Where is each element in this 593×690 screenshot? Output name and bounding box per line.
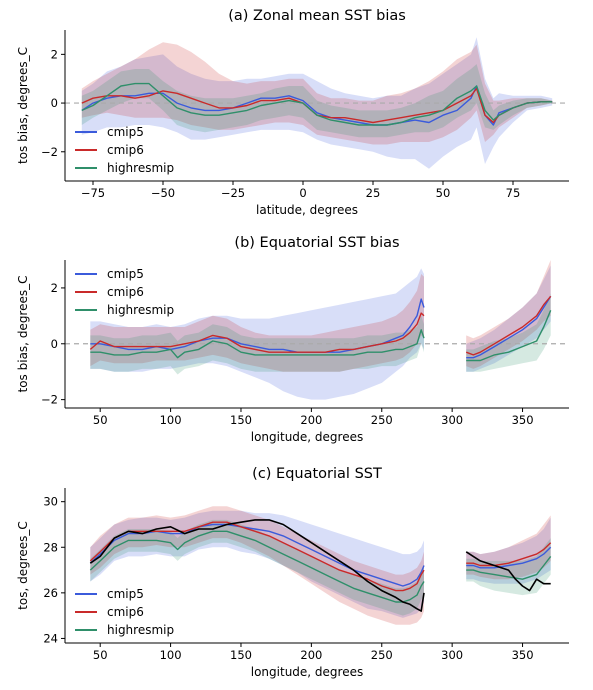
y-axis-label: tos bias, degrees_C — [16, 47, 30, 164]
series-line-cmip5-1 — [466, 295, 552, 359]
panel-2: (c) Equatorial SST 50 100 150 200 250 300 350 24… — [16, 466, 569, 679]
x-tick-label: −25 — [221, 186, 245, 200]
y-tick-label: 0 — [51, 96, 58, 110]
x-axis-label: longitude, degrees — [251, 430, 363, 444]
x-tick-label: 250 — [371, 413, 393, 427]
band-cmip6-0 — [90, 506, 425, 625]
legend-label-cmip5: cmip5 — [107, 267, 144, 281]
x-tick-label: 50 — [93, 648, 108, 662]
panel-title: (c) Equatorial SST — [252, 466, 382, 482]
series-line-obs-0 — [89, 519, 425, 612]
y-tick-label: 2 — [51, 281, 58, 295]
series-line-cmip6-1 — [466, 542, 552, 567]
y-tick-label: 30 — [43, 495, 58, 509]
legend: cmip5 cmip6 highresmip — [75, 587, 174, 637]
series-line-highresmip-0 — [90, 329, 425, 359]
band-highresmip-0 — [90, 519, 425, 616]
legend-label-highresmip: highresmip — [107, 623, 174, 637]
x-tick-label: 250 — [371, 648, 393, 662]
panel-1: (b) Equatorial SST bias 50 100 150 200 250 300… — [16, 235, 569, 444]
x-tick-label: 100 — [160, 413, 182, 427]
legend-label-cmip6: cmip6 — [107, 605, 144, 619]
x-tick-label: 200 — [300, 648, 322, 662]
y-tick-label: 2 — [51, 47, 58, 61]
x-tick-label: 0 — [299, 186, 306, 200]
band-highresmip-1 — [466, 293, 551, 372]
series-line-highresmip-0 — [81, 82, 553, 126]
band-highresmip-0 — [90, 315, 425, 375]
band-cmip5-0 — [90, 510, 425, 618]
series-line-obs-1 — [465, 551, 551, 592]
x-tick-label: 100 — [160, 648, 182, 662]
x-tick-label: 200 — [300, 413, 322, 427]
y-tick-label: 24 — [43, 631, 58, 645]
series-line-cmip5-0 — [89, 523, 425, 587]
x-tick-label: 150 — [230, 413, 252, 427]
y-axis-label: tos bias, degrees_C — [16, 276, 30, 393]
x-tick-label: 300 — [441, 413, 463, 427]
y-tick-label: 28 — [43, 540, 58, 554]
legend-label-highresmip: highresmip — [107, 161, 174, 175]
series-line-cmip6-0 — [89, 312, 425, 353]
series-line-cmip6-1 — [465, 295, 552, 356]
series-line-highresmip-1 — [466, 555, 552, 580]
legend-label-cmip6: cmip6 — [107, 143, 144, 157]
y-tick-label: −2 — [41, 393, 58, 407]
x-axis-label: longitude, degrees — [251, 665, 363, 679]
y-tick-label: −2 — [41, 145, 58, 159]
x-tick-label: 75 — [506, 186, 521, 200]
band-cmip5-1 — [466, 265, 551, 372]
band-cmip5-0 — [90, 268, 425, 400]
band-cmip6-0 — [90, 274, 425, 372]
series-line-cmip5-0 — [90, 298, 425, 353]
series-line-cmip5-1 — [466, 546, 552, 569]
x-tick-label: −75 — [81, 186, 105, 200]
x-tick-label: −50 — [151, 186, 175, 200]
band-cmip6-1 — [466, 260, 551, 369]
x-tick-label: 350 — [512, 648, 534, 662]
legend-label-cmip5: cmip5 — [107, 125, 144, 139]
legend-label-cmip5: cmip5 — [107, 587, 144, 601]
legend: cmip5 cmip6 highresmip — [75, 267, 174, 317]
x-tick-label: 150 — [230, 648, 252, 662]
x-tick-label: 50 — [436, 186, 451, 200]
legend: cmip5 cmip6 highresmip — [75, 125, 174, 175]
y-axis-label: tos, degrees_C — [16, 521, 30, 610]
series-line-highresmip-1 — [466, 310, 552, 362]
panel-0: (a) Zonal mean SST bias −75 −50 −25 0 25 50 75 −… — [16, 8, 569, 217]
x-tick-label: 350 — [512, 413, 534, 427]
series-line-cmip6-0 — [81, 87, 553, 124]
y-tick-label: 26 — [43, 586, 58, 600]
x-axis-label: latitude, degrees — [256, 203, 358, 217]
series-line-highresmip-0 — [89, 530, 425, 603]
legend-label-cmip6: cmip6 — [107, 285, 144, 299]
panel-title: (b) Equatorial SST bias — [234, 235, 399, 251]
panel-title: (a) Zonal mean SST bias — [228, 8, 406, 24]
legend-label-highresmip: highresmip — [107, 303, 174, 317]
x-tick-label: 300 — [441, 648, 463, 662]
y-tick-label: 0 — [51, 337, 58, 351]
x-tick-label: 25 — [366, 186, 381, 200]
band-highresmip-1 — [466, 538, 551, 596]
x-tick-label: 50 — [93, 413, 108, 427]
